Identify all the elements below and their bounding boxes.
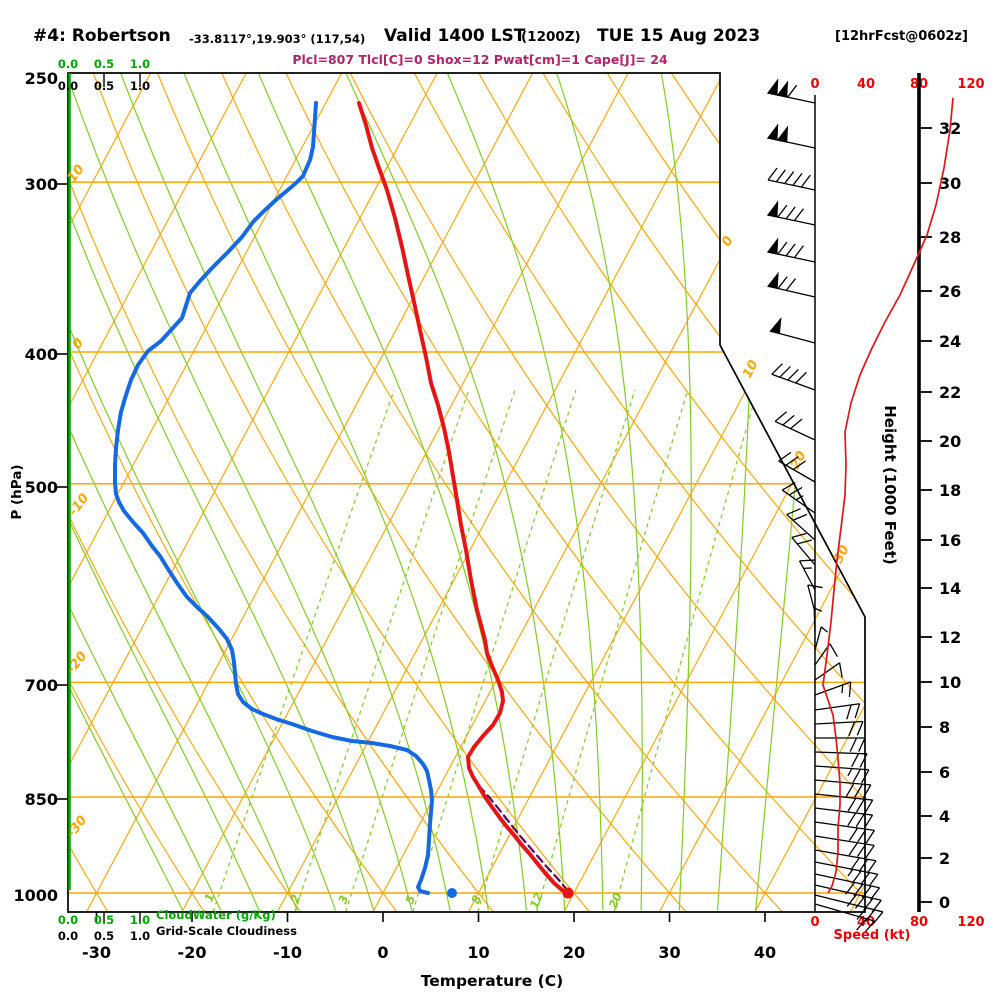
- svg-text:-30: -30: [82, 943, 111, 962]
- stability-indices: Plcl=807 Tlcl[C]=0 Shox=12 Pwat[cm]=1 Ca…: [292, 52, 668, 67]
- svg-text:500: 500: [25, 478, 58, 497]
- svg-text:0: 0: [810, 915, 819, 930]
- svg-text:-20: -20: [178, 943, 207, 962]
- svg-text:850: 850: [25, 790, 58, 809]
- svg-text:700: 700: [25, 676, 58, 695]
- svg-text:1.0: 1.0: [130, 913, 150, 927]
- svg-text:1.0: 1.0: [130, 79, 150, 93]
- valid-time: Valid 1400 LST: [384, 26, 526, 46]
- svg-text:1000: 1000: [13, 886, 58, 905]
- cloudwater-axis-label: CloudWater (g/Kg): [156, 908, 276, 922]
- svg-text:20: 20: [606, 890, 625, 910]
- svg-text:0.5: 0.5: [94, 57, 114, 71]
- svg-text:-10: -10: [273, 943, 302, 962]
- cloudiness-axis-label: Grid-Scale Cloudiness: [156, 924, 297, 938]
- svg-text:16: 16: [939, 531, 961, 550]
- svg-text:0: 0: [719, 234, 736, 249]
- svg-text:80: 80: [910, 915, 928, 930]
- svg-text:4: 4: [939, 807, 950, 826]
- svg-text:8: 8: [468, 893, 484, 906]
- svg-text:0.0: 0.0: [58, 913, 78, 927]
- svg-text:12: 12: [939, 628, 961, 647]
- svg-text:250: 250: [25, 69, 58, 88]
- svg-text:2: 2: [939, 849, 950, 868]
- height-axis-title: Height (1000 Feet): [881, 405, 899, 565]
- svg-text:0.0: 0.0: [58, 57, 78, 71]
- svg-text:0.5: 0.5: [94, 79, 114, 93]
- svg-text:400: 400: [25, 345, 58, 364]
- svg-text:10: 10: [939, 673, 961, 692]
- svg-text:3: 3: [335, 893, 351, 906]
- svg-text:0: 0: [70, 336, 87, 352]
- svg-text:18: 18: [939, 481, 961, 500]
- svg-text:24: 24: [939, 332, 961, 351]
- svg-text:0: 0: [810, 77, 819, 92]
- svg-text:26: 26: [939, 282, 961, 301]
- svg-text:40: 40: [857, 77, 875, 92]
- valid-date: TUE 15 Aug 2023: [597, 26, 761, 46]
- svg-text:300: 300: [25, 175, 58, 194]
- station-title: #4: Robertson: [33, 26, 171, 46]
- svg-text:120: 120: [957, 915, 984, 930]
- svg-text:20: 20: [788, 449, 810, 472]
- svg-text:120: 120: [957, 77, 984, 92]
- svg-text:0.5: 0.5: [94, 929, 114, 943]
- svg-text:0: 0: [939, 893, 950, 912]
- svg-text:5: 5: [402, 893, 418, 906]
- svg-text:0.5: 0.5: [94, 913, 114, 927]
- svg-text:6: 6: [939, 763, 950, 782]
- svg-text:20: 20: [939, 432, 961, 451]
- speed-axis-title: Speed (kt): [833, 928, 911, 943]
- temperature-axis-title: Temperature (C): [420, 972, 564, 990]
- svg-text:10: 10: [467, 943, 489, 962]
- svg-text:30: 30: [831, 543, 853, 566]
- svg-text:0.0: 0.0: [58, 929, 78, 943]
- svg-text:1.0: 1.0: [130, 929, 150, 943]
- svg-text:28: 28: [939, 228, 961, 247]
- svg-text:14: 14: [939, 579, 961, 598]
- svg-text:40: 40: [754, 943, 776, 962]
- svg-text:0.0: 0.0: [58, 79, 78, 93]
- svg-text:10: 10: [740, 358, 762, 381]
- svg-text:1.0: 1.0: [130, 57, 150, 71]
- svg-text:20: 20: [563, 943, 585, 962]
- svg-text:22: 22: [939, 383, 961, 402]
- svg-text:0: 0: [377, 943, 388, 962]
- station-coordinates: -33.8117°,19.903° (117,54): [189, 32, 366, 46]
- valid-zulu: (1200Z): [521, 29, 581, 45]
- svg-text:8: 8: [939, 718, 950, 737]
- forecast-tag: [12hrFcst@0602z]: [835, 29, 968, 44]
- pressure-axis-title: P (hPa): [9, 464, 25, 520]
- svg-text:12: 12: [527, 890, 546, 910]
- svg-text:30: 30: [939, 174, 961, 193]
- svg-text:30: 30: [658, 943, 680, 962]
